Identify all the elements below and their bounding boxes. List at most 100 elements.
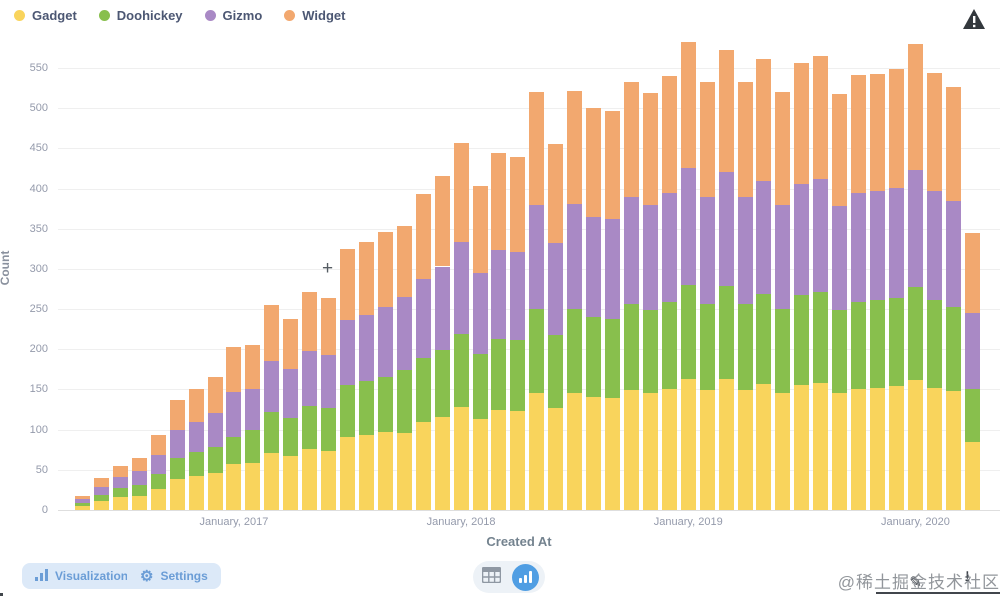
bar-segment-doohickey-2016-11[interactable] [188, 452, 204, 477]
bar-segment-gadget-2020-01[interactable] [907, 379, 923, 510]
bar-segment-gadget-2019-08[interactable] [813, 383, 829, 510]
visualization-button[interactable]: Visualization [22, 563, 142, 589]
bar-segment-gadget-2019-02[interactable] [699, 390, 715, 510]
bar-segment-gadget-2016-10[interactable] [169, 479, 185, 510]
bar-segment-doohickey-2018-08[interactable] [586, 317, 602, 398]
bar-segment-widget-2019-11[interactable] [870, 73, 886, 191]
bar-segment-doohickey-2016-05[interactable] [75, 502, 90, 506]
bar-segment-widget-2019-05[interactable] [756, 59, 772, 182]
bar-segment-widget-2017-09[interactable] [377, 231, 393, 307]
bar-segment-widget-2020-03[interactable] [945, 86, 961, 201]
bar-segment-widget-2019-02[interactable] [699, 81, 715, 198]
bar-segment-widget-2018-08[interactable] [586, 108, 602, 217]
bar-segment-doohickey-2017-07[interactable] [340, 384, 356, 437]
bar-segment-doohickey-2018-11[interactable] [642, 309, 658, 394]
bar-segment-widget-2016-11[interactable] [188, 389, 204, 422]
bar-segment-gizmo-2017-10[interactable] [396, 297, 412, 371]
bar-segment-gizmo-2019-06[interactable] [775, 204, 791, 310]
bar-segment-widget-2019-12[interactable] [888, 68, 904, 188]
bar-segment-gizmo-2019-03[interactable] [718, 172, 734, 286]
bar-segment-gadget-2018-03[interactable] [491, 410, 507, 510]
bar-segment-widget-2018-07[interactable] [567, 90, 583, 204]
bar-segment-gizmo-2017-07[interactable] [340, 319, 356, 385]
bar-segment-gizmo-2018-05[interactable] [529, 204, 545, 310]
bar-segment-widget-2020-04[interactable] [964, 232, 980, 314]
bar-segment-widget-2019-10[interactable] [851, 75, 867, 194]
bar-segment-gadget-2020-04[interactable] [964, 441, 980, 510]
bar-segment-widget-2016-06[interactable] [93, 477, 109, 487]
bar-segment-gizmo-2018-06[interactable] [548, 243, 564, 335]
bar-segment-gadget-2017-06[interactable] [321, 450, 337, 510]
bar-segment-doohickey-2018-09[interactable] [605, 318, 621, 399]
bar-segment-widget-2017-07[interactable] [340, 248, 356, 320]
bar-segment-gadget-2019-11[interactable] [870, 387, 886, 510]
bar-segment-doohickey-2017-09[interactable] [377, 376, 393, 433]
bar-segment-widget-2018-04[interactable] [510, 157, 526, 253]
bar-segment-gizmo-2019-04[interactable] [737, 197, 753, 305]
bar-segment-gadget-2018-11[interactable] [642, 393, 658, 510]
warning-icon[interactable] [962, 8, 986, 30]
bar-segment-gadget-2019-05[interactable] [756, 383, 772, 510]
bar-segment-gizmo-2016-09[interactable] [150, 455, 166, 474]
bar-segment-gadget-2018-09[interactable] [605, 398, 621, 510]
bar-segment-gadget-2017-08[interactable] [358, 435, 374, 510]
bar-segment-gizmo-2020-01[interactable] [907, 170, 923, 287]
bar-segment-widget-2016-05[interactable] [75, 495, 90, 499]
bar-segment-widget-2020-01[interactable] [907, 43, 923, 171]
bar-segment-doohickey-2018-03[interactable] [491, 338, 507, 411]
bar-segment-doohickey-2020-01[interactable] [907, 286, 923, 380]
download-icon[interactable]: ⭳ [964, 568, 970, 585]
bar-segment-widget-2019-07[interactable] [794, 63, 810, 184]
bar-segment-gadget-2017-03[interactable] [264, 452, 280, 510]
bar-segment-gizmo-2016-07[interactable] [112, 477, 128, 489]
bar-segment-gizmo-2019-07[interactable] [794, 183, 810, 296]
bar-segment-doohickey-2019-08[interactable] [813, 292, 829, 384]
bar-segment-doohickey-2017-05[interactable] [302, 405, 318, 449]
bar-segment-gadget-2016-07[interactable] [112, 497, 128, 510]
bar-segment-gadget-2020-02[interactable] [926, 387, 942, 510]
bar-segment-doohickey-2018-06[interactable] [548, 334, 564, 408]
bar-segment-gizmo-2020-03[interactable] [945, 200, 961, 307]
bar-segment-gizmo-2017-08[interactable] [358, 314, 374, 382]
bar-segment-gadget-2018-01[interactable] [453, 407, 469, 510]
bar-segment-widget-2018-09[interactable] [605, 110, 621, 220]
bar-segment-gizmo-2018-01[interactable] [453, 242, 469, 334]
bar-segment-gadget-2017-01[interactable] [226, 464, 242, 510]
bar-segment-doohickey-2019-10[interactable] [851, 301, 867, 389]
bar-segment-doohickey-2017-06[interactable] [321, 407, 337, 451]
bar-segment-doohickey-2019-07[interactable] [794, 295, 810, 385]
bar-segment-gizmo-2016-11[interactable] [188, 421, 204, 453]
bar-segment-gizmo-2017-05[interactable] [302, 350, 318, 406]
bar-segment-gadget-2018-07[interactable] [567, 392, 583, 510]
bar-segment-gadget-2019-04[interactable] [737, 390, 753, 510]
bar-segment-gadget-2017-05[interactable] [302, 448, 318, 510]
bar-segment-doohickey-2020-04[interactable] [964, 389, 980, 442]
bar-segment-gizmo-2018-11[interactable] [642, 205, 658, 310]
legend-item-gadget[interactable]: Gadget [14, 8, 77, 23]
bar-segment-widget-2018-05[interactable] [529, 92, 545, 205]
bar-segment-gadget-2018-05[interactable] [529, 392, 545, 510]
bar-segment-gizmo-2019-08[interactable] [813, 178, 829, 293]
bar-segment-gadget-2017-04[interactable] [283, 456, 299, 510]
bar-segment-gizmo-2018-09[interactable] [605, 219, 621, 319]
bar-segment-gizmo-2018-03[interactable] [491, 249, 507, 339]
bar-segment-doohickey-2020-02[interactable] [926, 300, 942, 388]
bar-segment-gizmo-2018-12[interactable] [661, 193, 677, 302]
bar-segment-gizmo-2017-04[interactable] [283, 369, 299, 418]
chart-view-icon-selected[interactable] [512, 563, 539, 591]
legend-item-doohickey[interactable]: Doohickey [98, 8, 183, 23]
bar-segment-gizmo-2019-09[interactable] [832, 206, 848, 310]
bar-segment-widget-2017-10[interactable] [396, 225, 412, 298]
bar-segment-gizmo-2017-02[interactable] [245, 389, 261, 431]
bar-segment-gadget-2019-03[interactable] [718, 379, 734, 510]
bar-segment-widget-2018-12[interactable] [661, 76, 677, 194]
bar-segment-doohickey-2019-11[interactable] [870, 300, 886, 388]
bar-segment-widget-2018-01[interactable] [453, 142, 469, 243]
bar-segment-gizmo-2017-12[interactable] [434, 266, 450, 351]
bar-segment-gadget-2018-02[interactable] [472, 419, 488, 510]
bar-segment-widget-2018-03[interactable] [491, 153, 507, 250]
bar-segment-widget-2018-10[interactable] [623, 81, 639, 198]
bar-segment-gadget-2019-12[interactable] [888, 386, 904, 510]
bar-segment-doohickey-2017-04[interactable] [283, 417, 299, 457]
bar-segment-widget-2017-01[interactable] [226, 346, 242, 392]
